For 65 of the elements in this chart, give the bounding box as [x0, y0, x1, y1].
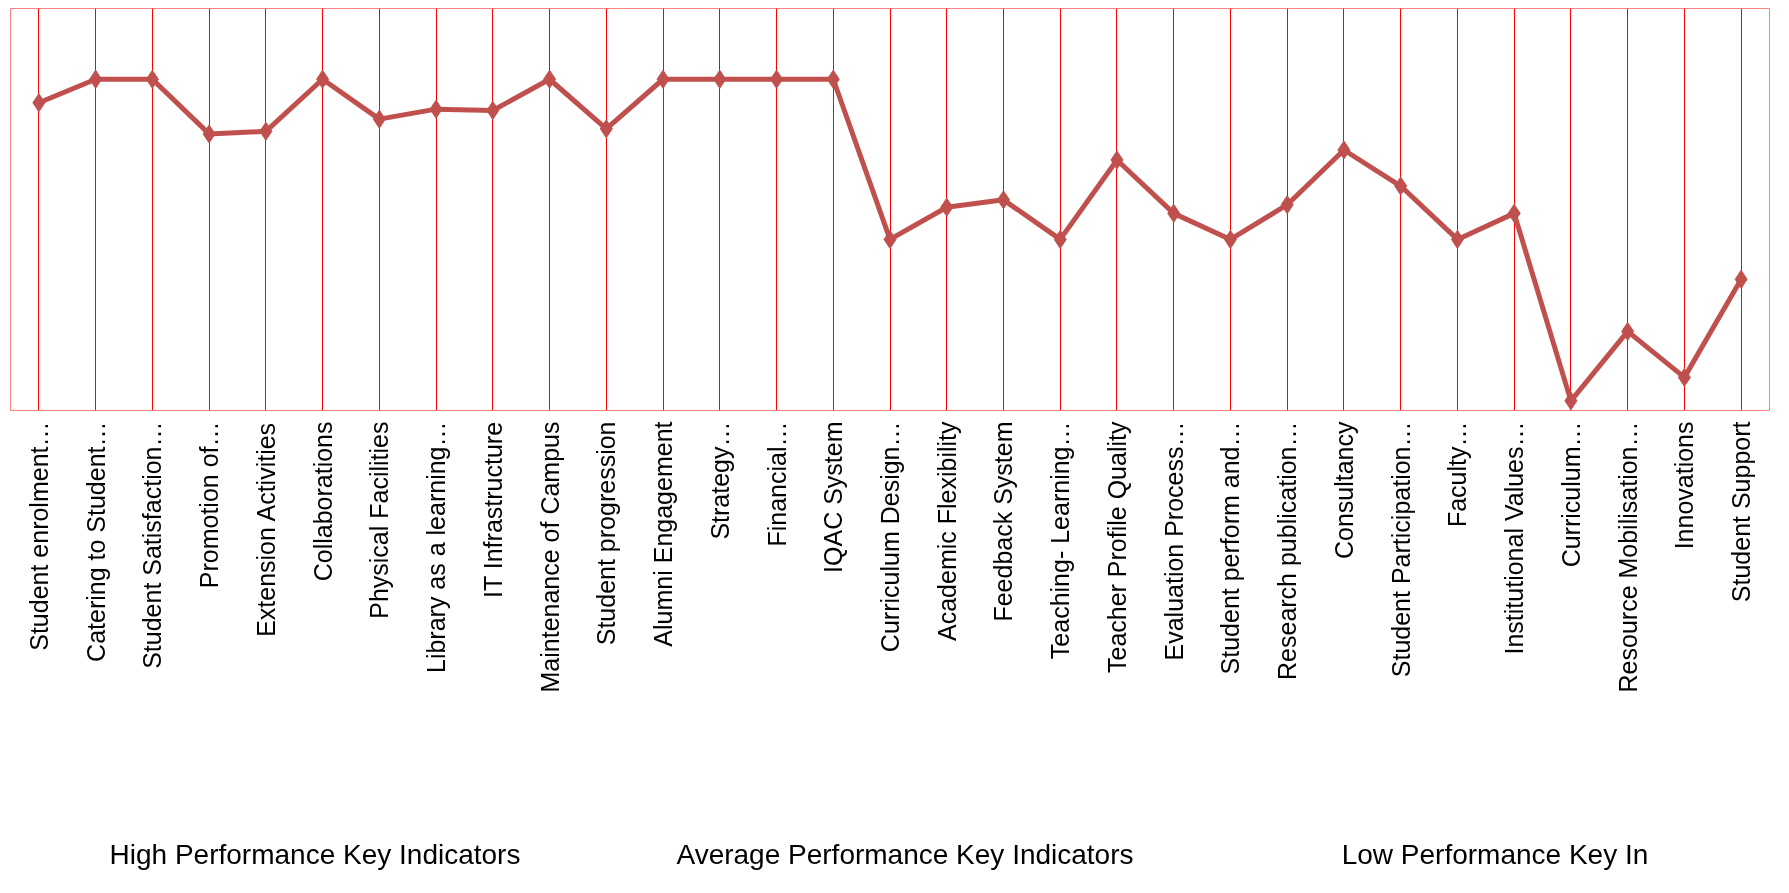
x-tick-label: Curriculum Design…	[876, 421, 904, 653]
x-tick-label: Student perform and…	[1216, 421, 1245, 675]
point	[316, 69, 330, 89]
text: High Performance Key Indicators	[109, 838, 521, 872]
x-tick-label: Financial…	[762, 421, 791, 547]
point	[1450, 229, 1464, 249]
point	[1167, 203, 1181, 223]
text: Average Performance Key Indicators	[676, 838, 1134, 872]
x-tick-label: Student Satisfaction…	[138, 421, 167, 669]
point	[996, 190, 1010, 210]
point	[1223, 229, 1237, 249]
x-tick-label: Promotion of…	[195, 421, 224, 589]
point	[1394, 176, 1408, 196]
x-tick-label: Academic Flexibility	[932, 421, 961, 642]
point	[1677, 367, 1691, 387]
x-tick-label: Catering to Student…	[81, 421, 110, 662]
x-tick-label: Faculty…	[1443, 421, 1472, 528]
x-tick-label: Resource Mobilisation…	[1613, 421, 1642, 693]
x-tick-label: Feedback System	[989, 421, 1018, 622]
x-tick-label: Student progression	[592, 421, 621, 646]
x-tick-label: Collaborations	[308, 421, 337, 582]
point	[372, 109, 386, 129]
point	[1734, 269, 1748, 289]
x-tick-label: IT Infrastructure	[478, 421, 507, 598]
x-tick-label: Strategy…	[705, 421, 734, 540]
point	[826, 69, 840, 89]
point	[89, 69, 103, 89]
point	[145, 69, 159, 89]
point	[1564, 391, 1578, 411]
point	[486, 100, 500, 120]
point	[543, 69, 557, 89]
point	[940, 197, 954, 217]
x-tick-label: Student enrolment…	[24, 421, 53, 651]
point	[1621, 321, 1635, 341]
point	[202, 124, 216, 144]
x-tick-label: Teaching- Learning…	[1046, 421, 1075, 660]
point	[1110, 150, 1124, 170]
x-tick-label: Extension Activities	[251, 422, 280, 637]
point	[883, 229, 897, 249]
x-tick-label: Innovations	[1670, 421, 1699, 550]
point	[770, 69, 784, 89]
point	[32, 93, 46, 113]
point	[259, 121, 273, 141]
x-tick-label: IQAC System	[819, 421, 848, 573]
x-tick-label: Maintenance of Campus	[535, 421, 564, 693]
point	[1337, 140, 1351, 160]
x-tick-label: Student Participation…	[1386, 421, 1415, 678]
x-tick-label: Physical Facilities	[365, 421, 394, 619]
x-tick-label: Teacher Profile Quality	[1102, 421, 1131, 673]
point	[1053, 229, 1067, 249]
x-tick-label: Curriculum…	[1556, 421, 1585, 568]
point	[1507, 203, 1521, 223]
x-tick-label: Consultancy	[1329, 421, 1358, 560]
point	[1280, 195, 1294, 215]
x-tick-label: Institutional Values…	[1500, 421, 1529, 655]
x-tick-label: Evaluation Process…	[1159, 421, 1188, 661]
point	[429, 99, 443, 119]
x-tick-label: Alumni Engagement	[649, 421, 678, 647]
point	[656, 69, 670, 89]
point	[713, 69, 727, 89]
x-tick-label: Research publication…	[1273, 421, 1302, 680]
point	[599, 119, 613, 139]
x-tick-label: Library as a learning…	[422, 421, 451, 674]
x-tick-label: Student Support	[1727, 421, 1756, 603]
text: Low Performance Key In	[1341, 838, 1649, 872]
